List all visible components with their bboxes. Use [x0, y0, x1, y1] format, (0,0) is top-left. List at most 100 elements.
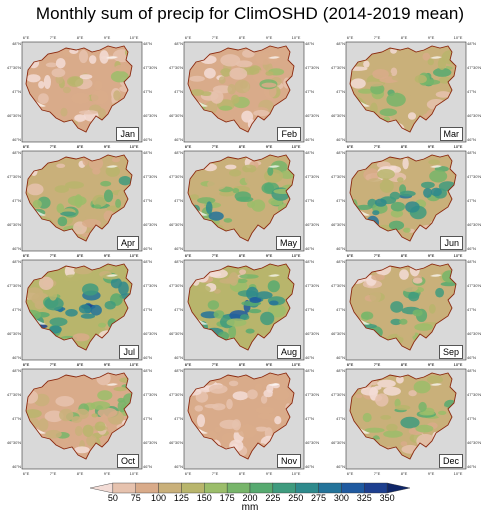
precip-cell: [383, 430, 403, 438]
figure-title: Monthly sum of precip for ClimOSHD (2014…: [35, 4, 465, 23]
precip-cell: [226, 398, 233, 410]
precip-cell: [197, 197, 216, 204]
precip-cell: [407, 112, 417, 120]
precip-cell: [390, 318, 402, 326]
lat-tick-label-right: 47°N: [305, 307, 314, 312]
lon-tick-label-bottom: 10°E: [292, 471, 301, 476]
precip-cell: [38, 93, 49, 104]
lat-tick-label-right: 46°N: [467, 137, 476, 142]
precip-cell: [205, 201, 213, 214]
lat-tick-label-right: 47°N: [143, 416, 152, 421]
precip-cell: [390, 301, 404, 313]
lat-tick-label-right: 47°30'N: [143, 283, 157, 288]
precip-cell: [94, 421, 106, 432]
country-border: [25, 154, 133, 242]
lon-tick-label-bottom: 8°E: [401, 144, 408, 149]
lat-tick-label-right: 48°N: [305, 41, 314, 46]
lon-tick-label-bottom: 7°E: [50, 253, 57, 258]
precip-cell: [38, 418, 49, 432]
lat-tick-label-right: 48°N: [143, 41, 152, 46]
lon-tick-label-bottom: 10°E: [454, 471, 463, 476]
lon-tick-label-top: 7°E: [374, 253, 381, 258]
lat-tick-label-right: 47°N: [305, 416, 314, 421]
lat-tick-label-left: 46°N: [174, 464, 183, 469]
precip-cell: [213, 310, 225, 319]
precip-cell: [117, 397, 125, 403]
lon-tick-label-top: 6°E: [347, 253, 354, 258]
precip-cell: [189, 75, 205, 82]
lat-tick-label-left: 47°30'N: [331, 174, 345, 179]
precip-cell: [360, 387, 379, 396]
precip-cell: [44, 410, 64, 423]
lon-tick-label-top: 7°E: [374, 144, 381, 149]
precip-cell: [194, 405, 204, 412]
map-svg: 6°E 6°E 7°E 7°E 8°E 8°E 9°E 9°E 10°E 10°E 48°N 48°N…: [7, 144, 157, 258]
precip-cell: [92, 194, 108, 208]
lon-tick-label-bottom: 7°E: [374, 144, 381, 149]
precip-cell: [49, 325, 62, 334]
colorbar-swatch: [318, 482, 342, 494]
precip-cell: [242, 49, 255, 58]
country-border: [349, 372, 457, 460]
lake: [430, 383, 442, 386]
precip-cell: [71, 416, 82, 423]
precip-cell: [72, 333, 90, 342]
precip-cell: [414, 323, 433, 331]
precip-cell: [104, 266, 113, 271]
precip-cell: [402, 157, 409, 170]
precip-cell: [386, 423, 398, 432]
colorbar-swatch: [295, 482, 319, 494]
precip-cell: [241, 110, 254, 123]
colorbar-swatch: [386, 482, 411, 494]
precip-cell: [243, 171, 255, 180]
lat-tick-label-left: 47°N: [12, 307, 21, 312]
lon-tick-label-bottom: 9°E: [266, 471, 273, 476]
precip-cell: [375, 393, 389, 407]
lon-tick-label-bottom: 8°E: [401, 471, 408, 476]
colorbar-tick-label: 50: [107, 493, 118, 503]
lat-tick-label-left: 48°N: [174, 150, 183, 155]
lon-tick-label-top: 8°E: [401, 362, 408, 367]
lat-tick-label-right: 47°30'N: [467, 392, 481, 397]
colorbar-unit: mm: [241, 502, 259, 513]
colorbar-tick-label: 300: [333, 493, 349, 503]
precip-cell: [38, 276, 54, 290]
lake: [268, 274, 280, 277]
lat-tick-label-right: 46°N: [143, 137, 152, 142]
lat-tick-label-left: 48°N: [174, 41, 183, 46]
lake: [268, 383, 280, 386]
lon-tick-label-top: 9°E: [266, 253, 273, 258]
lake: [268, 56, 280, 59]
lat-tick-label-right: 47°30'N: [143, 392, 157, 397]
map-svg: 6°E 6°E 7°E 7°E 8°E 8°E 9°E 9°E 10°E 10°E 48°N 48°N…: [169, 362, 319, 476]
precip-cell: [428, 304, 436, 314]
precip-cell: [43, 75, 51, 89]
lon-tick-label-top: 9°E: [428, 144, 435, 149]
lat-tick-label-left: 46°30'N: [7, 113, 21, 118]
lat-tick-label-right: 46°30'N: [305, 331, 319, 336]
lon-tick-label-bottom: 6°E: [347, 144, 354, 149]
country-border: [187, 372, 295, 460]
lat-tick-label-left: 48°N: [12, 368, 21, 373]
colorbar-tick-label: 275: [311, 493, 327, 503]
precip-cell: [239, 269, 247, 275]
lat-tick-label-left: 47°N: [12, 89, 21, 94]
precip-cell: [82, 283, 99, 296]
lat-tick-label-right: 46°N: [467, 355, 476, 360]
lat-tick-label-right: 46°N: [305, 137, 314, 142]
precip-cell: [260, 311, 275, 326]
lat-tick-label-left: 47°30'N: [7, 392, 21, 397]
colorbar-tick-labels: 50 75 100 125 150 175 200 225 250 275 300 325 350: [90, 493, 410, 505]
precip-cell: [78, 49, 89, 64]
map-panel: 6°E 6°E 7°E 7°E 8°E 8°E 9°E 9°E 10°E 10°E 48°N 48°N…: [7, 144, 157, 258]
lat-tick-label-left: 46°30'N: [169, 331, 183, 336]
precip-cell: [438, 410, 447, 415]
lake: [106, 383, 118, 386]
lon-tick-label-top: 9°E: [428, 362, 435, 367]
colorbar-swatch: [204, 482, 228, 494]
precip-cell: [111, 157, 121, 163]
lon-tick-label-top: 7°E: [212, 362, 219, 367]
lat-tick-label-right: 47°30'N: [305, 174, 319, 179]
precip-cell: [248, 309, 262, 314]
precip-cell: [240, 314, 250, 321]
